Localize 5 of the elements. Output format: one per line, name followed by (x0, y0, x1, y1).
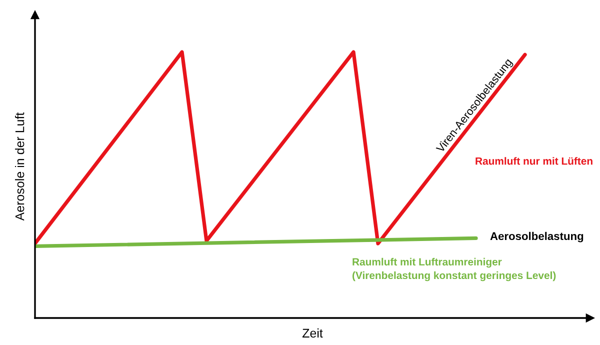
text: Raumluft nur mit Lüften (476, 157, 592, 165)
annotation: Aerosolbelastung (490, 232, 584, 242)
y-axis-title: Aerosole in der Luft (15, 112, 24, 221)
x-axis-title: Zeit (302, 328, 323, 338)
series-label: Raumluft mit Luftraumreiniger (Virenbelastung konstant geringes Level) (352, 258, 556, 282)
